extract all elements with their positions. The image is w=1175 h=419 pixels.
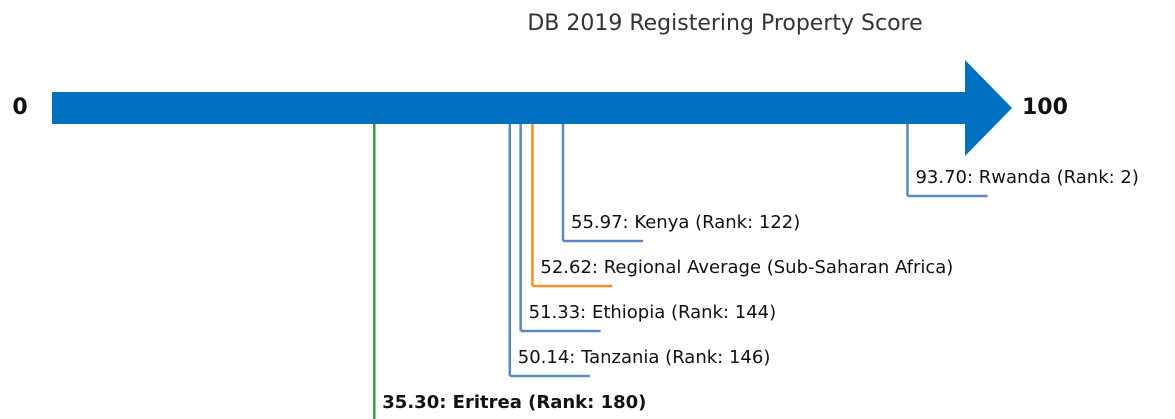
marker-label: 52.62: Regional Average (Sub-Saharan Afr…: [540, 257, 953, 278]
marker-label: 93.70: Rwanda (Rank: 2): [915, 167, 1138, 188]
scale-end-label: 0: [12, 95, 27, 120]
marker-label: 50.14: Tanzania (Rank: 146): [518, 347, 771, 368]
marker-label: 35.30: Eritrea (Rank: 180): [382, 392, 646, 413]
scale-end-label: 100: [1022, 95, 1068, 120]
arrow-shaft: [52, 92, 965, 124]
marker-label: 55.97: Kenya (Rank: 122): [571, 212, 800, 233]
marker-label: 51.33: Ethiopia (Rank: 144): [529, 302, 777, 323]
arrow-head: [965, 60, 1012, 156]
chart-title: DB 2019 Registering Property Score: [527, 11, 922, 36]
